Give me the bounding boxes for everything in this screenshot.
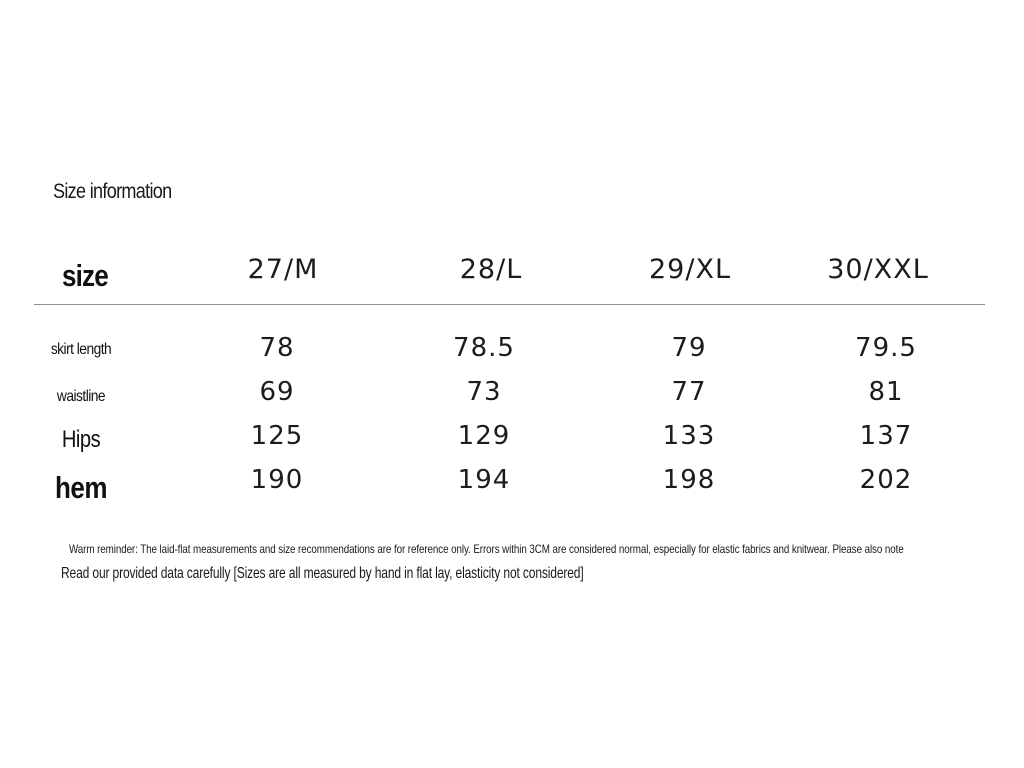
row-label-hips: Hips bbox=[61, 426, 101, 453]
cell-waistline-29xl: 77 bbox=[671, 377, 707, 407]
cell-hips-28l: 129 bbox=[457, 421, 511, 451]
cell-waistline-28l: 73 bbox=[466, 377, 502, 407]
cell-waistline-30xxl: 81 bbox=[868, 377, 904, 407]
cell-hips-29xl: 133 bbox=[662, 421, 716, 451]
column-header-29xl: 29/XL bbox=[649, 254, 731, 285]
cell-hem-28l: 194 bbox=[457, 465, 511, 495]
header-divider bbox=[34, 304, 985, 305]
page-title: Size information bbox=[53, 180, 172, 203]
size-header-label: size bbox=[62, 258, 109, 293]
cell-skirt-length-28l: 78.5 bbox=[453, 333, 515, 363]
column-header-30xxl: 30/XXL bbox=[827, 254, 929, 285]
column-header-28l: 28/L bbox=[459, 254, 523, 285]
cell-hem-30xxl: 202 bbox=[859, 465, 913, 495]
cell-hem-29xl: 198 bbox=[662, 465, 716, 495]
cell-skirt-length-30xxl: 79.5 bbox=[855, 333, 917, 363]
cell-skirt-length-29xl: 79 bbox=[671, 333, 707, 363]
measurement-disclaimer-note: Read our provided data carefully [Sizes … bbox=[61, 565, 584, 582]
cell-skirt-length-27m: 78 bbox=[259, 333, 295, 363]
cell-hips-30xxl: 137 bbox=[859, 421, 913, 451]
warm-reminder-note: Warm reminder: The laid-flat measurement… bbox=[69, 542, 904, 556]
row-label-hem: hem bbox=[54, 470, 108, 505]
column-header-27m: 27/M bbox=[247, 254, 319, 285]
cell-hips-27m: 125 bbox=[250, 421, 304, 451]
row-label-skirt-length: skirt length bbox=[50, 341, 112, 358]
row-label-waistline: waistline bbox=[56, 388, 106, 405]
cell-hem-27m: 190 bbox=[250, 465, 304, 495]
cell-waistline-27m: 69 bbox=[259, 377, 295, 407]
